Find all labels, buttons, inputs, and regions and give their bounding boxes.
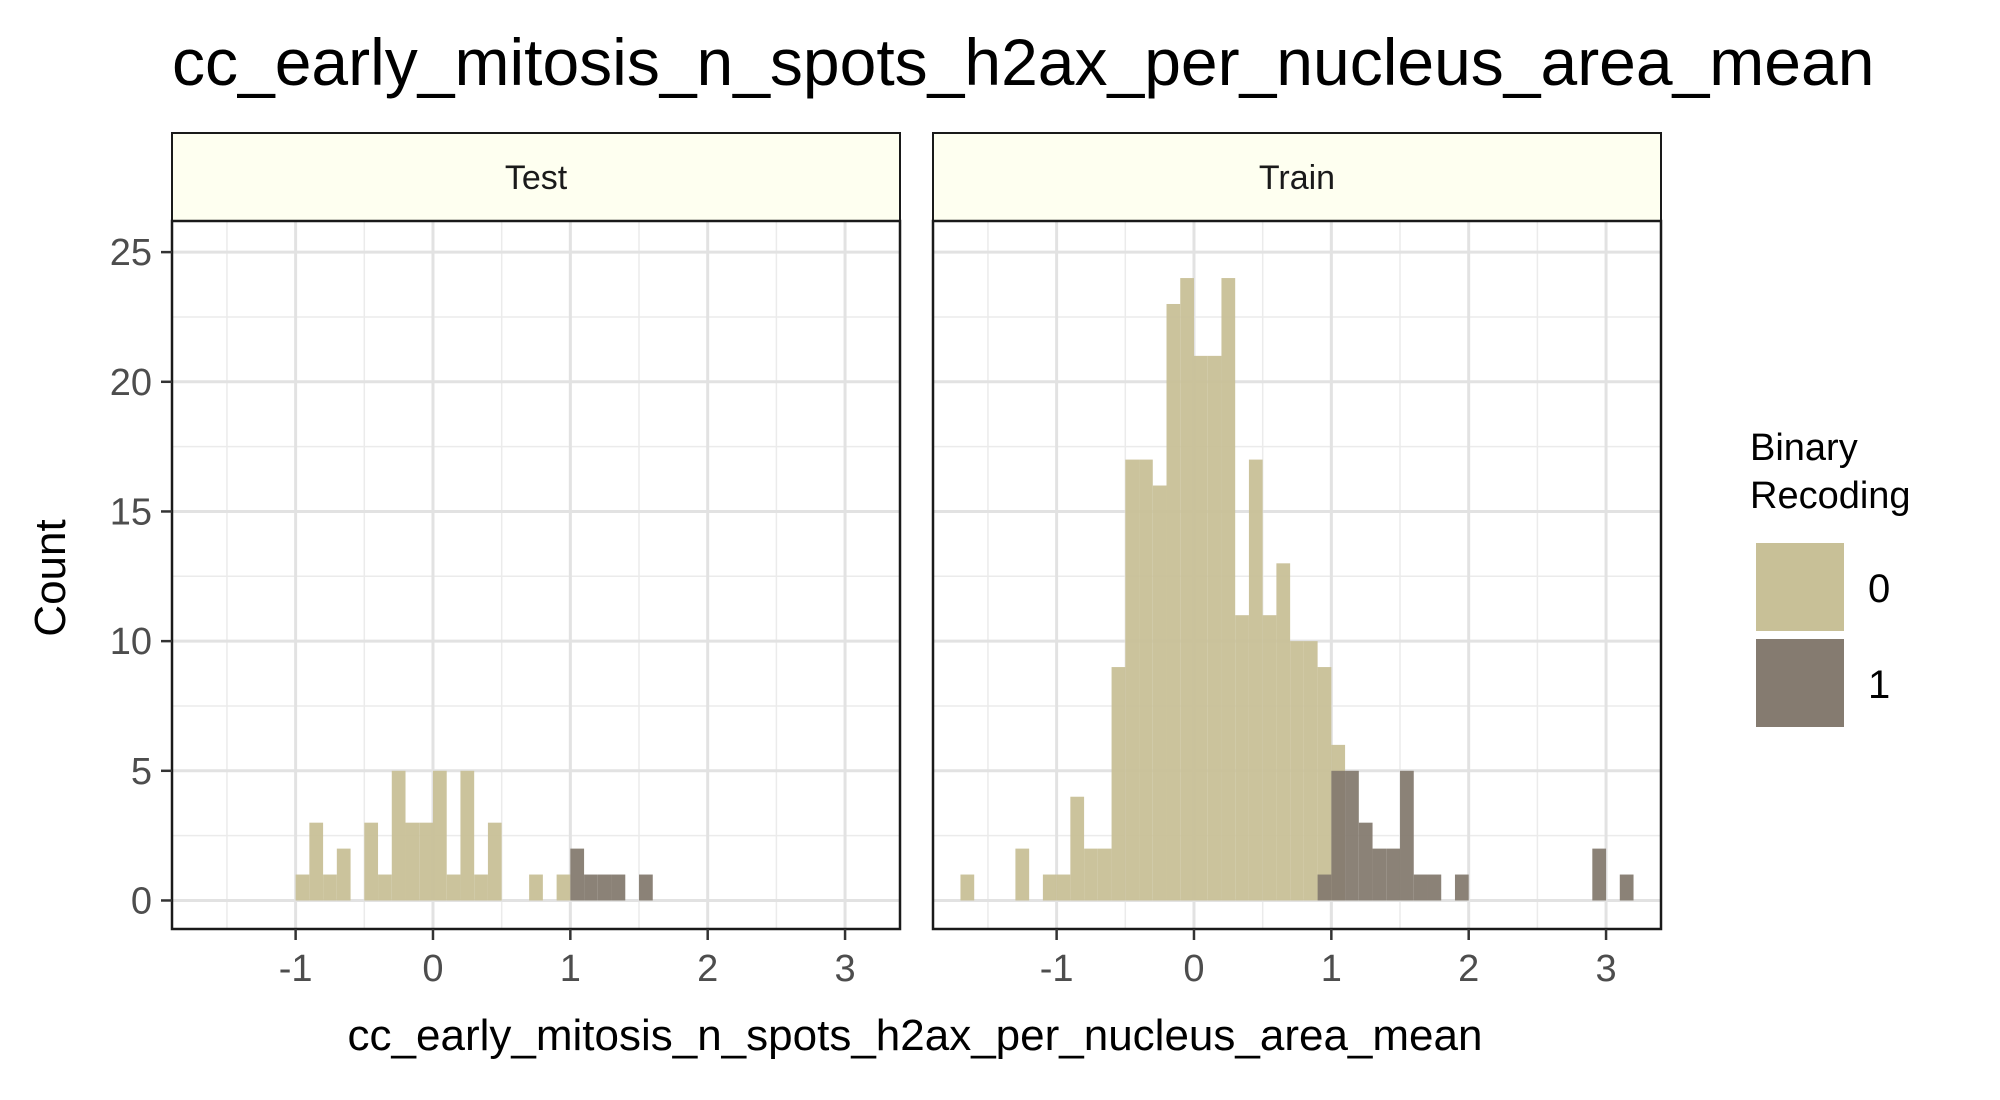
x-tick-label: 3 [1595, 948, 1616, 990]
histogram-bar [570, 848, 585, 901]
histogram-bar [1262, 615, 1277, 901]
histogram-bar [309, 822, 324, 901]
histogram-bar [1084, 848, 1098, 901]
histogram-bar [460, 770, 475, 901]
x-tick-label: -1 [1040, 948, 1074, 990]
y-tick-label: 10 [110, 621, 152, 663]
y-tick-label: 5 [131, 751, 152, 793]
histogram-bar [1097, 848, 1112, 901]
x-tick-label: -1 [279, 948, 313, 990]
x-tick-label: 1 [560, 948, 581, 990]
y-axis-label: Count [26, 519, 75, 636]
histogram-bar [1372, 848, 1387, 901]
histogram-bar [1358, 822, 1373, 901]
x-tick-label: 0 [1183, 948, 1204, 990]
x-tick-label: 2 [697, 948, 718, 990]
histogram-bar [1619, 874, 1634, 901]
histogram-bar [1592, 848, 1607, 901]
histogram-bar [1413, 874, 1428, 901]
legend-label-1: 1 [1868, 663, 1890, 707]
x-tick-label: 0 [422, 948, 443, 990]
histogram-bar [1221, 278, 1236, 901]
panel-background [172, 221, 900, 929]
histogram-bar [1166, 303, 1181, 901]
histogram-bar [378, 874, 392, 901]
histogram-bar [1207, 355, 1222, 901]
histogram-bar [336, 848, 351, 901]
legend-title-line1: Binary [1750, 427, 1858, 469]
histogram-bar [446, 874, 461, 901]
histogram-bar [1125, 459, 1140, 901]
histogram-bar [1070, 796, 1085, 901]
histogram-bar [1317, 874, 1332, 901]
histogram-bar [1317, 667, 1332, 901]
panel-border [170, 219, 902, 931]
histogram-bar [391, 770, 406, 901]
histogram-bar [597, 874, 612, 901]
histogram-bar [1111, 667, 1126, 901]
histogram-bar [1303, 641, 1318, 901]
histogram-bar [487, 822, 502, 901]
histogram-bar [419, 822, 433, 901]
legend-key-0 [1756, 543, 1844, 631]
facet-strip-1 [932, 132, 1662, 222]
histogram-bar [364, 822, 379, 901]
chart-title: cc_early_mitosis_n_spots_h2ax_per_nucleu… [172, 25, 1874, 99]
histogram-bar [405, 822, 420, 901]
histogram-bar [584, 874, 598, 901]
histogram-bar [639, 874, 653, 901]
histogram-bar [1248, 459, 1263, 901]
histogram-bar [960, 874, 975, 901]
y-tick-label: 20 [110, 362, 152, 404]
histogram-bar [1427, 874, 1442, 901]
histogram-bar [1015, 848, 1030, 901]
facet-strip-0 [171, 132, 901, 222]
facet-label: Train [1259, 159, 1335, 197]
histogram-bar [1235, 615, 1249, 901]
panel-border [931, 219, 1663, 931]
histogram-bar [1056, 874, 1071, 901]
facet-panel-train: Train -1 0 1 2 3 [931, 132, 1663, 990]
histogram-bar [1454, 874, 1469, 901]
facet-label: Test [505, 159, 568, 197]
histogram-bar [1290, 641, 1304, 901]
histogram-bar [1139, 459, 1153, 901]
histogram-bar [1152, 485, 1167, 901]
histogram-bar [529, 874, 543, 901]
y-tick-label: 25 [110, 232, 152, 274]
histogram-bar [1180, 278, 1194, 901]
legend-key-1 [1756, 639, 1844, 727]
histogram-bar [1276, 563, 1291, 901]
histogram-bar [474, 874, 488, 901]
legend-label-0: 0 [1868, 567, 1890, 611]
x-axis-label: cc_early_mitosis_n_spots_h2ax_per_nucleu… [348, 1011, 1483, 1060]
legend-title-line2: Recoding [1750, 475, 1911, 517]
histogram-bar [1345, 770, 1359, 901]
histogram-bar [1193, 355, 1208, 901]
y-tick-label: 0 [131, 880, 152, 922]
histogram-bar [323, 874, 337, 901]
histogram-bar [1331, 770, 1346, 901]
x-tick-label: 1 [1321, 948, 1342, 990]
x-tick-label: 2 [1458, 948, 1479, 990]
histogram-bar [1400, 770, 1414, 901]
histogram-bar [295, 874, 310, 901]
legend: Binary Recoding 0 1 [1750, 427, 1911, 727]
histogram-bar [611, 874, 626, 901]
x-tick-label: 3 [834, 948, 855, 990]
histogram-bar [1386, 848, 1401, 901]
histogram-bar [432, 770, 447, 901]
histogram-bar [1042, 874, 1057, 901]
facet-panel-test: Test -1 0 1 2 3 0 5 10 15 20 25 [110, 132, 902, 990]
y-tick-label: 15 [110, 491, 152, 533]
histogram-bar [556, 874, 571, 901]
